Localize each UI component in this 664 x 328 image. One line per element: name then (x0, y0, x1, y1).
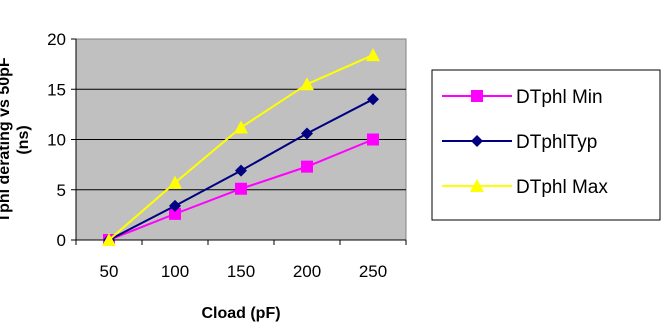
legend: DTphl Min DTphlTyp DTphl Max (442, 87, 608, 198)
data-point (168, 175, 182, 189)
data-point (102, 233, 116, 246)
x-tick-label: 50 (100, 262, 119, 281)
data-point (235, 182, 247, 195)
legend-marker (470, 179, 484, 192)
data-point (301, 160, 313, 173)
data-point (169, 199, 181, 212)
legend-label: DTphlTyp (516, 132, 597, 153)
legend-item-2: DTphl Max (442, 177, 608, 198)
y-tick-label: 20 (47, 30, 66, 49)
legend-marker (471, 135, 483, 147)
series-2 (102, 48, 380, 246)
data-point (301, 127, 313, 140)
legend-item-1: DTphlTyp (442, 132, 597, 153)
tick-labels: 0 5 10 15 20 50 100 150 200 250 (47, 30, 387, 281)
y-tick-label: 15 (47, 80, 66, 99)
y-tick-label: 0 (57, 231, 66, 250)
y-axis-title-line2: (ns) (15, 125, 32, 154)
data-point (169, 207, 181, 220)
y-tick-label: 10 (47, 131, 66, 150)
data-point (300, 77, 314, 91)
series-lines (102, 48, 380, 246)
x-tick-label: 250 (359, 262, 387, 281)
x-tick-label: 200 (293, 262, 321, 281)
legend-item-0: DTphl Min (442, 87, 603, 108)
y-tick-label: 5 (57, 181, 66, 200)
legend-label: DTphl Max (516, 177, 608, 198)
axes (71, 38, 407, 245)
data-point (235, 164, 247, 177)
data-point (366, 48, 380, 62)
x-tick-label: 150 (227, 262, 255, 281)
x-tick-label: 100 (161, 262, 189, 281)
data-point (367, 93, 379, 106)
x-axis-title: Cload (pF) (201, 305, 280, 322)
legend-label: DTphl Min (516, 87, 603, 108)
data-point (234, 120, 248, 134)
legend-marker (471, 90, 483, 102)
data-point (367, 133, 379, 146)
y-axis-title-line1: Tphl derating vs 50pF (0, 57, 13, 223)
